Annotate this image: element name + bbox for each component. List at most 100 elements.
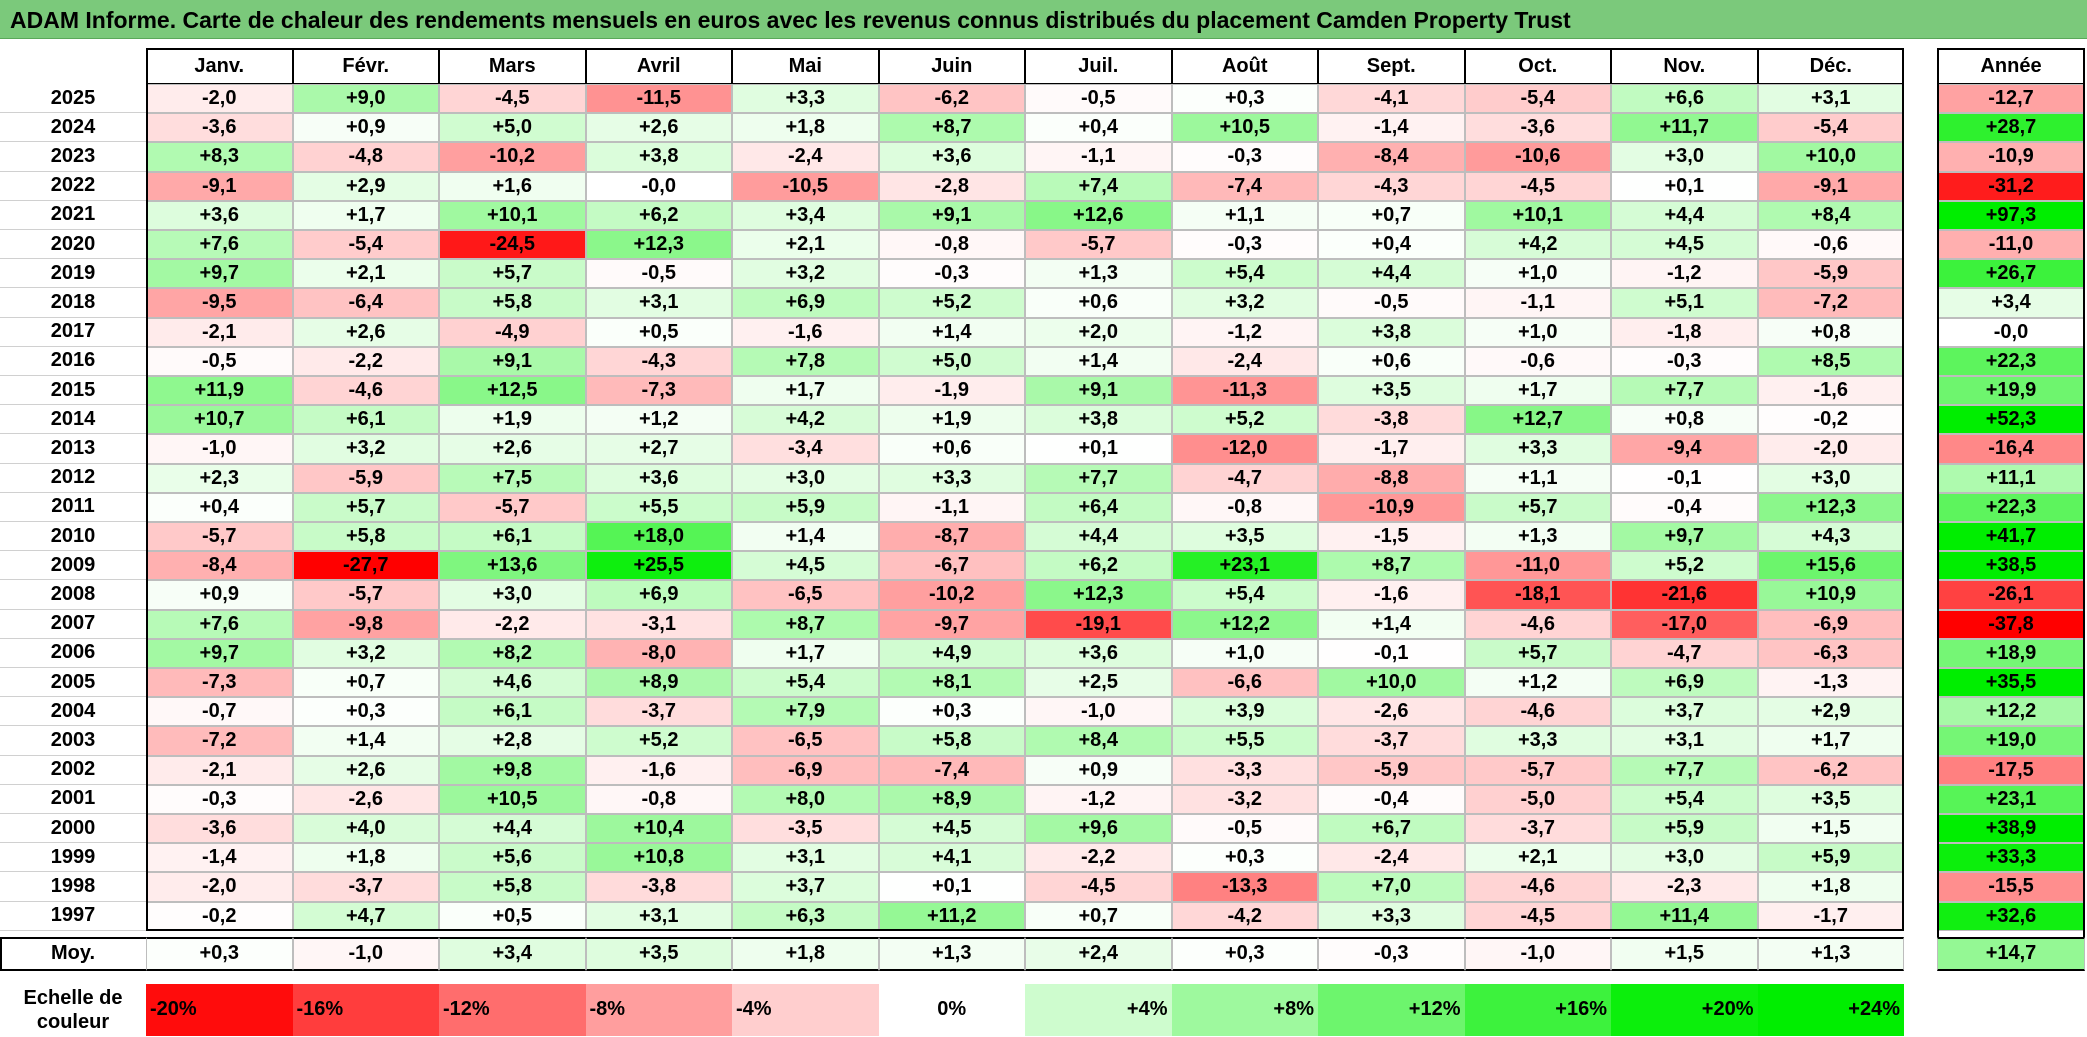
- month-header: Avril: [585, 48, 732, 84]
- heatmap-cell: +2,1: [732, 230, 879, 260]
- heatmap-cell: -1,8: [1611, 317, 1758, 347]
- annual-cell: -12,7: [1937, 84, 2085, 114]
- heatmap-cell: +4,6: [439, 668, 586, 698]
- heatmap-cell: +8,9: [585, 668, 732, 698]
- heatmap-cell: +5,8: [439, 288, 586, 318]
- heatmap-cell: +5,4: [1171, 580, 1318, 610]
- heatmap-cell: -11,3: [1171, 376, 1318, 406]
- heatmap-cell: +3,3: [732, 84, 879, 114]
- average-cell: +1,3: [1757, 936, 1904, 971]
- heatmap-cell: -2,8: [878, 171, 1025, 201]
- heatmap-cell: +1,7: [292, 200, 439, 230]
- heatmap-cell: -7,2: [146, 726, 293, 756]
- annual-cell: +32,6: [1937, 901, 2085, 931]
- heatmap-cell: +2,6: [292, 755, 439, 785]
- heatmap-cell: +5,7: [1464, 492, 1611, 522]
- heatmap-cell: -0,4: [1318, 784, 1465, 814]
- heatmap-cell: +0,6: [1318, 346, 1465, 376]
- heatmap-cell: -9,1: [146, 171, 293, 201]
- heatmap-cell: +7,9: [732, 697, 879, 727]
- heatmap-cell: +2,3: [146, 463, 293, 493]
- heatmap-cell: +4,3: [1757, 522, 1904, 552]
- annual-cell: +26,7: [1937, 259, 2085, 289]
- heatmap-cell: -3,3: [1171, 755, 1318, 785]
- heatmap-cell: +5,5: [585, 492, 732, 522]
- heatmap-cell: -1,0: [1025, 697, 1172, 727]
- month-header: Sept.: [1318, 48, 1465, 84]
- month-header: Janv.: [146, 48, 293, 84]
- heatmap-cell: +9,0: [292, 84, 439, 114]
- heatmap-cell: +3,8: [1025, 405, 1172, 435]
- heatmap-cell: -10,2: [878, 580, 1025, 610]
- heatmap-cell: +3,1: [732, 843, 879, 873]
- annual-cell: -10,9: [1937, 142, 2085, 172]
- heatmap-cell: +8,0: [732, 784, 879, 814]
- year-label: 2007: [0, 609, 146, 639]
- heatmap-cell: +5,6: [439, 843, 586, 873]
- heatmap-cell: +5,9: [1757, 843, 1904, 873]
- heatmap-cell: -3,7: [585, 697, 732, 727]
- heatmap-cell: +8,1: [878, 668, 1025, 698]
- heatmap-cell: -2,1: [146, 755, 293, 785]
- legend-swatch: -16%: [292, 983, 439, 1036]
- annual-cell: +97,3: [1937, 200, 2085, 230]
- heatmap-cell: +9,7: [146, 259, 293, 289]
- heatmap-cell: +3,0: [1611, 843, 1758, 873]
- heatmap-cell: +10,1: [1464, 200, 1611, 230]
- heatmap-cell: -6,7: [878, 551, 1025, 581]
- heatmap-cell: -8,8: [1318, 463, 1465, 493]
- heatmap-cell: -1,2: [1171, 317, 1318, 347]
- heatmap-cell: -3,5: [732, 814, 879, 844]
- heatmap-cell: -7,3: [585, 376, 732, 406]
- heatmap-cell: -5,0: [1464, 784, 1611, 814]
- legend-swatch: +16%: [1464, 983, 1611, 1036]
- heatmap-cell: +7,7: [1025, 463, 1172, 493]
- heatmap-cell: -1,6: [732, 317, 879, 347]
- year-label: 2020: [0, 230, 146, 260]
- legend-swatch: -20%: [146, 983, 293, 1036]
- heatmap-cell: +1,7: [1757, 726, 1904, 756]
- heatmap-cell: -2,4: [1318, 843, 1465, 873]
- heatmap-cell: +5,9: [732, 492, 879, 522]
- heatmap-cell: -8,4: [1318, 142, 1465, 172]
- heatmap-cell: +9,1: [878, 200, 1025, 230]
- heatmap-cell: -4,5: [1464, 171, 1611, 201]
- heatmap-cell: -0,3: [1171, 230, 1318, 260]
- month-header: Mai: [732, 48, 879, 84]
- heatmap-cell: +6,2: [585, 200, 732, 230]
- heatmap-cell: +3,4: [732, 200, 879, 230]
- heatmap-cell: +1,4: [292, 726, 439, 756]
- heatmap-cell: -5,9: [292, 463, 439, 493]
- heatmap-cell: +3,0: [1611, 142, 1758, 172]
- heatmap-cell: +2,9: [292, 171, 439, 201]
- heatmap-cell: +6,1: [439, 522, 586, 552]
- heatmap-cell: +12,5: [439, 376, 586, 406]
- heatmap-cell: +8,2: [439, 638, 586, 668]
- heatmap-cell: -4,9: [439, 317, 586, 347]
- heatmap-cell: +3,2: [292, 434, 439, 464]
- heatmap-cell: -6,3: [1757, 638, 1904, 668]
- heatmap-cell: -2,6: [1318, 697, 1465, 727]
- annual-cell: +18,9: [1937, 638, 2085, 668]
- heatmap-cell: +7,8: [732, 346, 879, 376]
- heatmap-cell: -1,9: [878, 376, 1025, 406]
- heatmap-cell: -5,7: [439, 492, 586, 522]
- heatmap-cell: +6,1: [292, 405, 439, 435]
- heatmap-cell: +15,6: [1757, 551, 1904, 581]
- heatmap-cell: -2,0: [1757, 434, 1904, 464]
- heatmap-cell: +11,4: [1611, 901, 1758, 931]
- heatmap-cell: +5,2: [878, 288, 1025, 318]
- annual-cell: +38,9: [1937, 814, 2085, 844]
- legend-swatch: -12%: [439, 983, 586, 1036]
- legend-label: Echelle de couleur: [23, 986, 123, 1033]
- heatmap-cell: -5,7: [146, 522, 293, 552]
- heatmap-cell: -4,5: [439, 84, 586, 114]
- heatmap-cell: +2,5: [1025, 668, 1172, 698]
- heatmap-cell: +3,2: [292, 638, 439, 668]
- heatmap-cell: -4,1: [1318, 84, 1465, 114]
- heatmap-cell: -2,4: [732, 142, 879, 172]
- heatmap-cell: +5,8: [878, 726, 1025, 756]
- heatmap-cell: -6,9: [732, 755, 879, 785]
- legend-swatch: +20%: [1611, 983, 1758, 1036]
- heatmap-cell: +1,4: [732, 522, 879, 552]
